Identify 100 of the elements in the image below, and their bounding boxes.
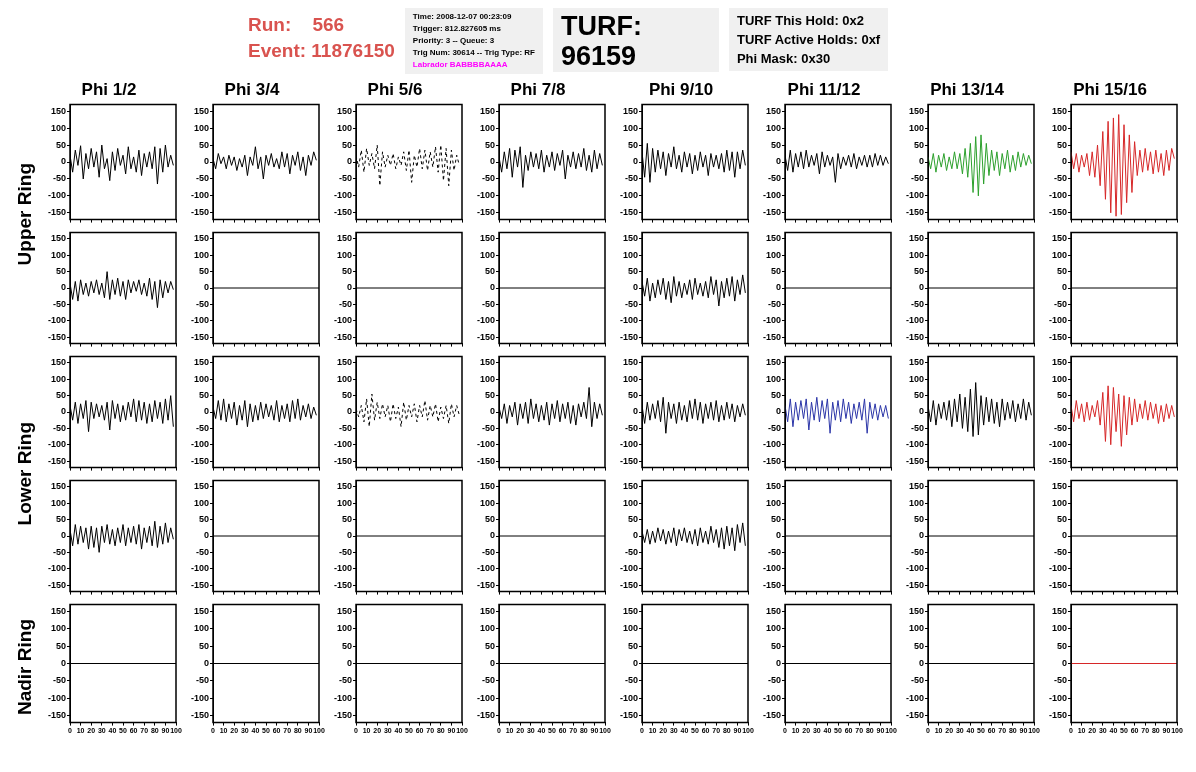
y-tick-label: -150 bbox=[619, 710, 638, 721]
y-tick-label: 50 bbox=[913, 390, 924, 401]
y-tick-label: 0 bbox=[346, 156, 352, 167]
y-tick-label: 0 bbox=[1061, 156, 1067, 167]
y-tick-label: -50 bbox=[338, 422, 352, 433]
y-tick-label: 100 bbox=[50, 623, 66, 634]
y-tick-label: -150 bbox=[619, 579, 638, 590]
y-tick-label: 50 bbox=[55, 514, 66, 525]
y-tick-label: 50 bbox=[770, 266, 781, 277]
y-tick-label: -100 bbox=[476, 190, 495, 201]
y-tick-label: 100 bbox=[336, 373, 352, 384]
y-tick-label: -150 bbox=[1048, 579, 1067, 590]
y-tick-label: 100 bbox=[765, 497, 781, 508]
y-tick-label: 50 bbox=[55, 390, 66, 401]
y-tick-label: 150 bbox=[193, 605, 209, 616]
y-tick-label: -50 bbox=[767, 422, 781, 433]
y-tick-label: -50 bbox=[910, 675, 924, 686]
y-tick-label: -50 bbox=[338, 298, 352, 309]
y-tick-label: -150 bbox=[333, 331, 352, 342]
y-tick-label: 150 bbox=[479, 357, 495, 368]
y-tick-label: -150 bbox=[1048, 455, 1067, 466]
y-tick-label: 0 bbox=[918, 156, 924, 167]
y-tick-label: -150 bbox=[476, 710, 495, 721]
text: TURF This Hold: 0x2 bbox=[736, 12, 866, 30]
y-tick-label: -100 bbox=[190, 439, 209, 450]
text: Time: 2008-12-07 00:23:09 bbox=[412, 11, 513, 23]
y-tick-label: -100 bbox=[762, 563, 781, 574]
y-tick-label: -150 bbox=[190, 455, 209, 466]
y-tick-label: -150 bbox=[762, 207, 781, 218]
y-tick-label: -50 bbox=[338, 173, 352, 184]
y-tick-label: -100 bbox=[762, 439, 781, 450]
y-axis-title: Upper Ring bbox=[14, 162, 36, 266]
y-tick-label: -100 bbox=[47, 563, 66, 574]
y-tick-label: -100 bbox=[619, 563, 638, 574]
y-tick-label: -100 bbox=[1048, 692, 1067, 703]
y-tick-label: 0 bbox=[775, 657, 781, 668]
y-tick-label: 100 bbox=[193, 623, 209, 634]
y-tick-label: 100 bbox=[193, 122, 209, 133]
y-tick-label: 0 bbox=[775, 282, 781, 293]
y-tick-label: 100 bbox=[1051, 373, 1067, 384]
y-tick-label: 100 bbox=[765, 122, 781, 133]
y-tick-label: -50 bbox=[1053, 675, 1067, 686]
y-tick-label: -100 bbox=[190, 692, 209, 703]
y-tick-label: 50 bbox=[198, 266, 209, 277]
y-tick-label: -100 bbox=[619, 190, 638, 201]
chart-title: Phi 15/16 bbox=[1073, 79, 1147, 99]
y-tick-label: 150 bbox=[622, 481, 638, 492]
text: TURF Active Holds: 0xf bbox=[736, 31, 881, 49]
y-tick-label: 0 bbox=[775, 406, 781, 417]
y-tick-label: 0 bbox=[203, 406, 209, 417]
y-tick-label: 50 bbox=[627, 266, 638, 277]
y-tick-label: -50 bbox=[1053, 422, 1067, 433]
y-tick-label: 50 bbox=[198, 514, 209, 525]
y-tick-label: -100 bbox=[619, 315, 638, 326]
y-tick-label: 150 bbox=[479, 605, 495, 616]
text: Phi Mask: 0x30 bbox=[736, 50, 832, 68]
y-tick-label: -150 bbox=[47, 710, 66, 721]
y-tick-label: 100 bbox=[622, 497, 638, 508]
y-tick-label: 0 bbox=[346, 657, 352, 668]
y-tick-label: 0 bbox=[489, 530, 495, 541]
y-tick-label: -50 bbox=[481, 298, 495, 309]
y-tick-label: -150 bbox=[476, 579, 495, 590]
y-tick-label: -100 bbox=[619, 692, 638, 703]
y-tick-label: 150 bbox=[1051, 233, 1067, 244]
y-tick-label: -50 bbox=[910, 546, 924, 557]
y-tick-label: -100 bbox=[905, 190, 924, 201]
y-tick-label: -100 bbox=[476, 563, 495, 574]
y-tick-label: -50 bbox=[52, 546, 66, 557]
y-tick-label: 150 bbox=[50, 357, 66, 368]
chart-title: Phi 13/14 bbox=[930, 79, 1005, 99]
y-tick-label: -50 bbox=[338, 546, 352, 557]
y-tick-label: -100 bbox=[1048, 439, 1067, 450]
y-tick-label: 50 bbox=[55, 266, 66, 277]
y-tick-label: -100 bbox=[333, 190, 352, 201]
chart-title: Phi 5/6 bbox=[367, 79, 423, 99]
y-tick-label: -150 bbox=[762, 579, 781, 590]
y-tick-label: -50 bbox=[52, 422, 66, 433]
y-tick-label: 50 bbox=[198, 390, 209, 401]
y-tick-label: -50 bbox=[910, 173, 924, 184]
y-tick-label: 100 bbox=[765, 623, 781, 634]
chart-title: Phi 3/4 bbox=[224, 79, 280, 99]
y-tick-label: -150 bbox=[333, 579, 352, 590]
y-tick-label: 50 bbox=[627, 139, 638, 150]
y-tick-label: 100 bbox=[908, 497, 924, 508]
y-tick-label: 50 bbox=[198, 139, 209, 150]
y-tick-label: 150 bbox=[908, 105, 924, 116]
y-tick-label: -50 bbox=[52, 298, 66, 309]
y-tick-label: -150 bbox=[905, 455, 924, 466]
y-tick-label: -50 bbox=[910, 298, 924, 309]
y-tick-label: 0 bbox=[203, 657, 209, 668]
y-tick-label: -100 bbox=[762, 315, 781, 326]
y-tick-label: 100 bbox=[479, 623, 495, 634]
y-tick-label: -50 bbox=[195, 675, 209, 686]
y-tick-label: 0 bbox=[918, 282, 924, 293]
y-tick-label: -50 bbox=[338, 675, 352, 686]
y-tick-label: 150 bbox=[765, 481, 781, 492]
y-tick-label: 50 bbox=[1056, 640, 1067, 651]
y-tick-label: 50 bbox=[198, 640, 209, 651]
y-tick-label: -150 bbox=[762, 455, 781, 466]
y-tick-label: 0 bbox=[60, 156, 66, 167]
